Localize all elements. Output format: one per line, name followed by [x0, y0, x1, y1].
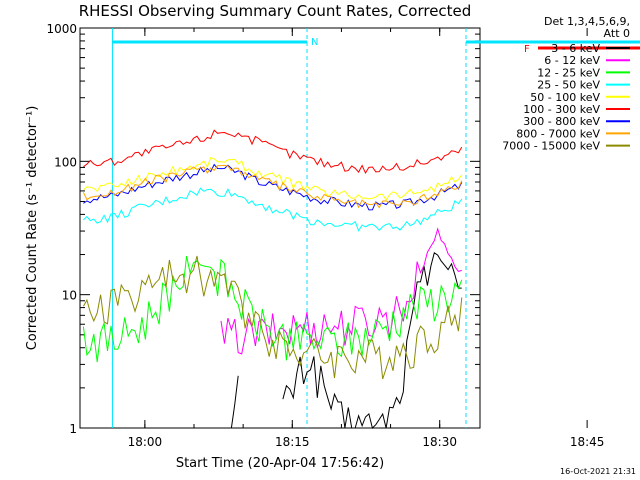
y-axis-label: Corrected Count Rate (s⁻¹ detector⁻¹)	[25, 106, 40, 351]
night-label: N	[311, 37, 318, 48]
y-tick-label: 10	[62, 289, 77, 303]
plot-frame	[79, 27, 481, 429]
legend-subtitle: Att 0	[604, 27, 630, 40]
legend-label: 50 - 100 keV	[530, 91, 600, 104]
legend-label: 300 - 800 keV	[523, 115, 600, 128]
legend-title: Det 1,3,4,5,6,9,	[544, 15, 630, 28]
series-line-8	[82, 164, 463, 209]
series-line-3	[82, 255, 463, 363]
series-line-6	[83, 129, 463, 174]
flare-label: F	[524, 44, 530, 55]
series-line-1	[230, 375, 239, 429]
timestamp: 16-Oct-2021 21:31	[560, 467, 636, 476]
legend-label: 25 - 50 keV	[537, 79, 600, 92]
legend-label: 7000 - 15000 keV	[502, 140, 600, 153]
x-tick-label: 18:30	[422, 435, 457, 449]
x-axis-label: Start Time (20-Apr-04 17:56:42)	[176, 456, 384, 471]
legend-label: 3 - 6 keV	[551, 42, 600, 55]
chart-title: RHESSI Observing Summary Count Rates, Co…	[79, 2, 472, 20]
legend-label: 800 - 7000 keV	[516, 127, 600, 140]
series-line-9	[82, 255, 463, 380]
series-line-7	[83, 163, 463, 211]
y-tick-label: 1000	[46, 22, 77, 36]
x-tick-label: 18:45	[570, 435, 605, 449]
legend-label: 6 - 12 keV	[544, 54, 600, 67]
annotation-layer: NF	[111, 28, 640, 428]
legend-label: 12 - 25 keV	[537, 66, 600, 79]
x-tick-label: 18:15	[275, 435, 310, 449]
series-line-1	[282, 251, 462, 429]
x-tick-label: 18:00	[128, 435, 163, 449]
series-line-5	[83, 156, 463, 201]
y-tick-label: 1	[69, 422, 77, 436]
y-axis: 1 10 100 1000	[46, 22, 480, 436]
y-tick-label: 100	[54, 155, 77, 169]
series-line-4	[83, 187, 463, 232]
legend-label: 100 - 300 keV	[523, 103, 600, 116]
series-layer	[82, 129, 463, 429]
